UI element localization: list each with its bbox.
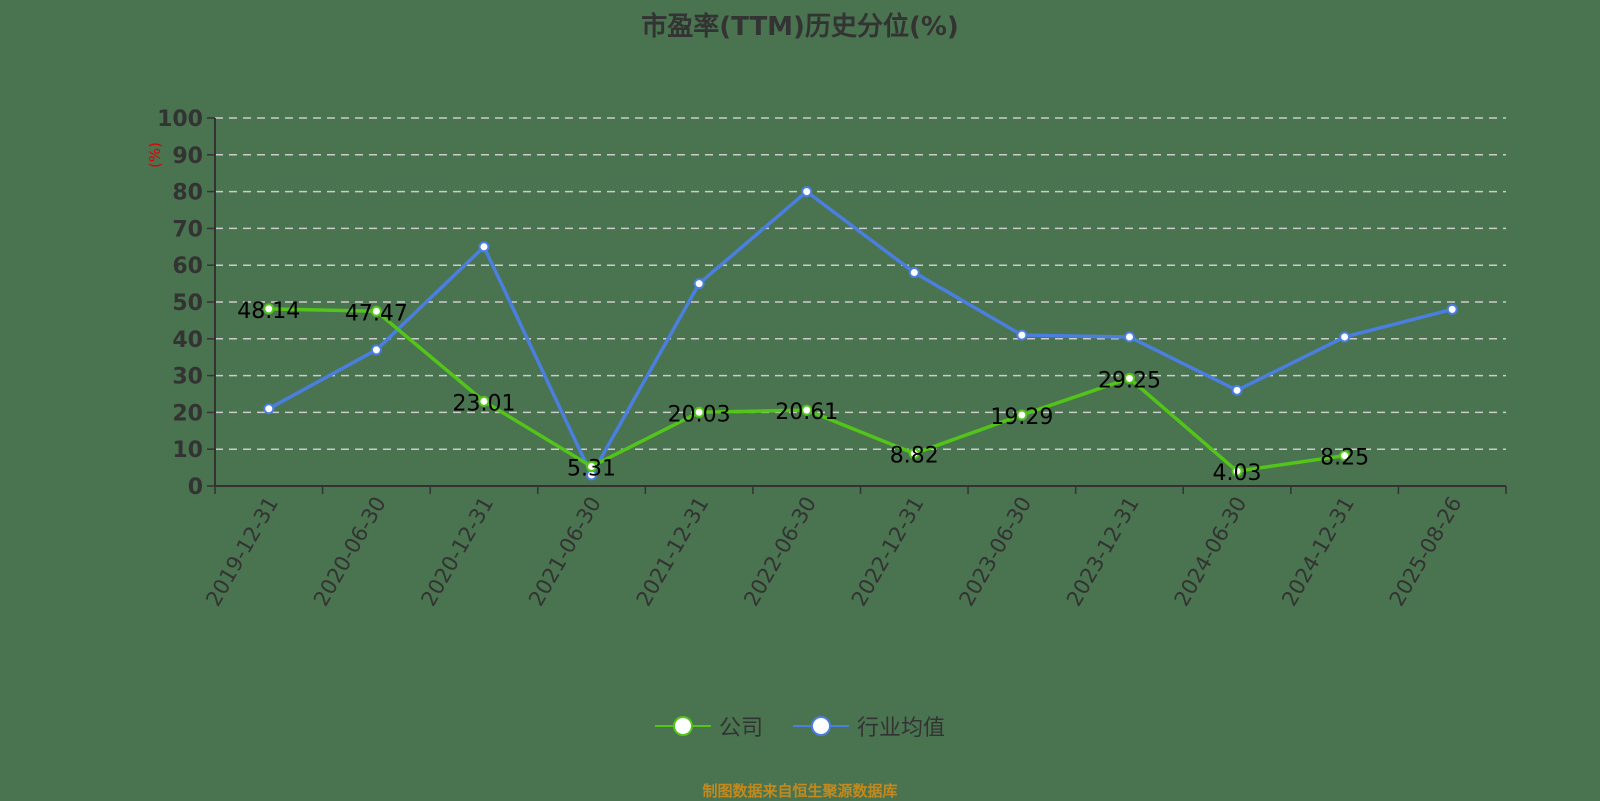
x-tick-label: 2022-12-31	[847, 493, 929, 611]
x-tick-label: 2021-12-31	[632, 493, 714, 611]
y-tick-label: 70	[172, 217, 203, 242]
data-point[interactable]	[908, 267, 920, 279]
data-label: 8.82	[890, 444, 939, 469]
data-point[interactable]	[693, 278, 705, 290]
data-point[interactable]	[1123, 372, 1135, 384]
x-tick-label: 2021-06-30	[524, 493, 606, 611]
data-label: 29.25	[1098, 368, 1161, 393]
x-tick-label: 2019-12-31	[201, 493, 283, 611]
data-label: 19.29	[990, 405, 1053, 430]
y-tick-label: 20	[172, 401, 203, 426]
data-label: 8.25	[1320, 446, 1369, 471]
data-label: 47.47	[345, 301, 408, 326]
y-tick-label: 0	[188, 475, 203, 500]
data-point[interactable]	[1123, 331, 1135, 343]
data-source-note: 制图数据来自恒生聚源数据库	[702, 782, 898, 800]
y-tick-label: 90	[172, 144, 203, 169]
x-tick-label: 2025-08-26	[1385, 493, 1467, 611]
x-tick-label: 2023-06-30	[954, 493, 1036, 611]
data-point[interactable]	[1339, 331, 1351, 343]
data-label: 48.14	[237, 299, 300, 324]
data-point[interactable]	[1446, 303, 1458, 315]
legend-label-industry: 行业均值	[857, 716, 946, 741]
data-point[interactable]	[801, 404, 813, 416]
data-point[interactable]	[908, 448, 920, 460]
y-tick-label: 10	[172, 438, 203, 463]
data-point[interactable]	[263, 403, 275, 415]
data-label: 5.31	[567, 456, 616, 481]
data-point[interactable]	[1016, 409, 1028, 421]
data-point[interactable]	[693, 406, 705, 418]
data-label: 20.03	[668, 402, 731, 427]
data-point[interactable]	[1016, 329, 1028, 341]
series-line-industry	[267, 189, 1453, 477]
chart-title: 市盈率(TTM)历史分位(%)	[641, 12, 959, 42]
data-point[interactable]	[478, 395, 490, 407]
y-tick-label: 30	[172, 365, 203, 390]
x-tick-label: 2020-12-31	[416, 493, 498, 611]
data-point[interactable]	[1339, 450, 1351, 462]
x-tick-label: 2022-06-30	[739, 493, 821, 611]
legend-item-company[interactable]: 公司	[654, 710, 763, 742]
x-tick-label: 2020-06-30	[309, 493, 391, 611]
x-tick-label: 2024-06-30	[1170, 493, 1252, 611]
x-tick-label: 2023-12-31	[1062, 493, 1144, 611]
data-label: 20.61	[775, 400, 838, 425]
data-label: 4.03	[1213, 461, 1262, 486]
data-label: 23.01	[452, 391, 515, 416]
legend-marker-industry-icon	[793, 716, 849, 736]
data-point[interactable]	[1231, 384, 1243, 396]
y-tick-label: 100	[157, 107, 203, 132]
data-point[interactable]	[586, 460, 598, 472]
data-point[interactable]	[478, 241, 490, 253]
y-tick-label: 80	[172, 181, 203, 206]
legend: 公司 行业均值	[0, 710, 1600, 742]
data-point[interactable]	[263, 303, 275, 315]
y-axis-unit-label: (%)	[146, 142, 164, 168]
series-line-company	[268, 307, 1345, 473]
data-point[interactable]	[370, 344, 382, 356]
x-tick-label: 2024-12-31	[1277, 493, 1359, 611]
y-tick-label: 60	[172, 254, 203, 279]
y-tick-label: 40	[172, 328, 203, 353]
legend-label-company: 公司	[718, 716, 763, 741]
y-tick-label: 50	[172, 291, 203, 316]
legend-marker-company-icon	[654, 716, 711, 736]
data-point[interactable]	[370, 305, 382, 317]
data-point[interactable]	[1231, 465, 1243, 477]
legend-item-industry[interactable]: 行业均值	[793, 710, 945, 742]
data-point[interactable]	[801, 186, 813, 198]
